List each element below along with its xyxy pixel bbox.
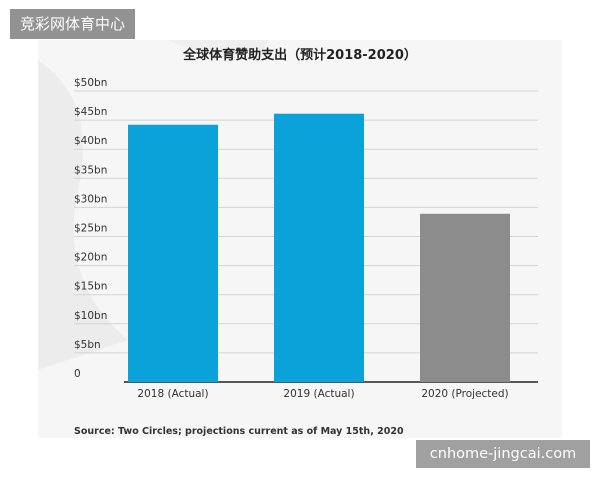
bar bbox=[420, 213, 510, 382]
x-tick-label: 2018 (Actual) bbox=[137, 388, 208, 400]
x-tick-label: 2019 (Actual) bbox=[283, 388, 354, 400]
labels-layer: 0 $5bn $10bn $15bn $20bn $25bn $30bn $35bn $40bn… bbox=[74, 77, 509, 400]
bar bbox=[274, 113, 364, 382]
y-tick-label: $30bn bbox=[74, 193, 107, 205]
source-note: Source: Two Circles; projections current… bbox=[74, 426, 404, 437]
y-tick-label: $10bn bbox=[74, 310, 107, 322]
bar-chart: 0 $5bn $10bn $15bn $20bn $25bn $30bn $35bn $40bn… bbox=[74, 77, 538, 400]
y-tick-label: $35bn bbox=[74, 164, 107, 176]
bar bbox=[128, 124, 218, 383]
y-tick-label: $15bn bbox=[74, 281, 107, 293]
y-tick-label: $40bn bbox=[74, 135, 107, 147]
site-tag: 竞彩网体育中心 bbox=[10, 9, 136, 39]
x-tick-label: 2020 (Projected) bbox=[421, 388, 508, 400]
y-tick-label: $20bn bbox=[74, 252, 107, 264]
chart-card: 全球体育赞助支出（预计2018-2020） 0 $5bn $10bn $15bn $20… bbox=[38, 40, 562, 438]
y-tick-label: $25bn bbox=[74, 223, 107, 235]
y-tick-label: 0 bbox=[74, 368, 81, 380]
y-tick-label: $45bn bbox=[74, 106, 107, 118]
y-tick-label: $50bn bbox=[74, 77, 107, 89]
bars-layer bbox=[128, 113, 510, 383]
watermark: cnhome-jingcai.com bbox=[416, 440, 590, 468]
y-tick-label: $5bn bbox=[74, 339, 101, 351]
chart-title: 全球体育赞助支出（预计2018-2020） bbox=[183, 48, 417, 63]
